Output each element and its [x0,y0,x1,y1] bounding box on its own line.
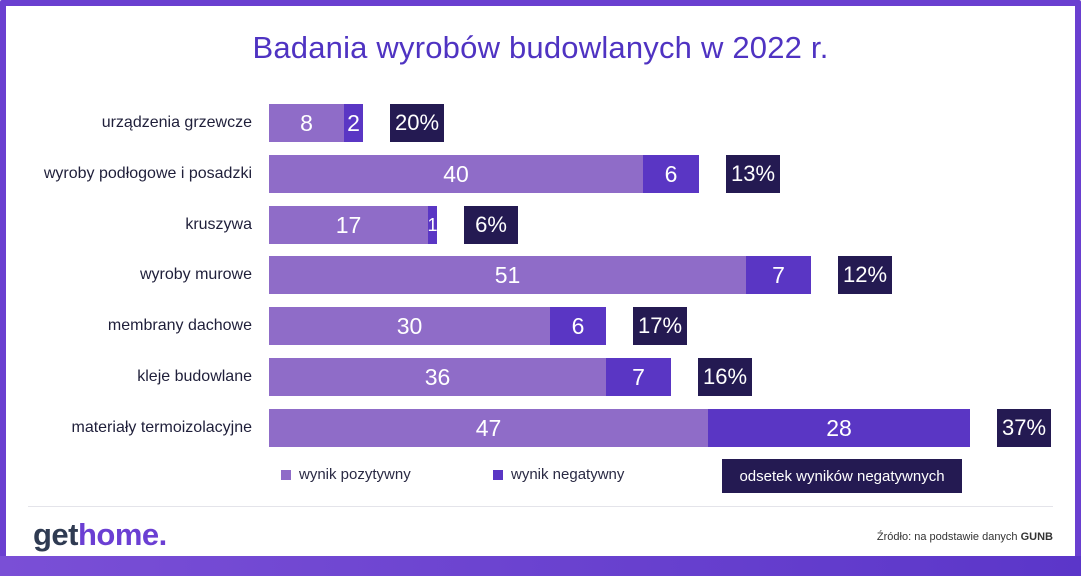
legend-positive-label: wynik pozytywny [299,466,411,483]
bottom-accent-strip [0,556,1081,576]
bar-negative: 6 [643,155,699,193]
legend-negative-share: odsetek wyników negatywnych [722,459,962,493]
bar-negative: 1 [428,206,437,244]
negative-share-label: 6% [464,206,518,244]
category-label: kleje budowlane [137,368,252,385]
footer-divider [28,506,1053,507]
category-label: wyroby murowe [139,266,252,283]
legend-negative-label: wynik negatywny [511,466,625,483]
bar-positive: 47 [269,409,708,447]
gethome-logo: gethome. [33,517,167,552]
source-note: Źródło: na podstawie danych GUNB [876,531,1053,543]
bar-negative: 7 [606,358,671,396]
category-label: membrany dachowe [107,317,252,334]
negative-share-label: 37% [997,409,1051,447]
legend-negative-swatch [493,469,503,480]
bar-positive: 36 [269,358,606,396]
category-label: wyroby podłogowe i posadzki [43,165,252,182]
bar-positive: 8 [269,104,344,142]
bar-positive: 51 [269,256,746,294]
negative-share-label: 16% [698,358,752,396]
bar-negative: 6 [550,307,606,345]
negative-share-label: 13% [726,155,780,193]
category-label: urządzenia grzewcze [101,114,252,131]
legend-negative: wynik negatywny [493,466,624,483]
negative-share-label: 20% [390,104,444,142]
negative-share-label: 12% [838,256,892,294]
bar-positive: 40 [269,155,643,193]
bar-negative: 7 [746,256,811,294]
category-label: kruszywa [185,216,252,233]
category-label: materiały termoizolacyjne [71,419,252,436]
bar-negative: 2 [344,104,363,142]
legend-positive: wynik pozytywny [281,466,411,483]
legend-positive-swatch [281,469,291,480]
negative-share-label: 17% [633,307,687,345]
bar-positive: 30 [269,307,550,345]
bar-positive: 17 [269,206,428,244]
bar-negative: 28 [708,409,970,447]
chart-title: Badania wyrobów budowlanych w 2022 r. [252,30,829,65]
